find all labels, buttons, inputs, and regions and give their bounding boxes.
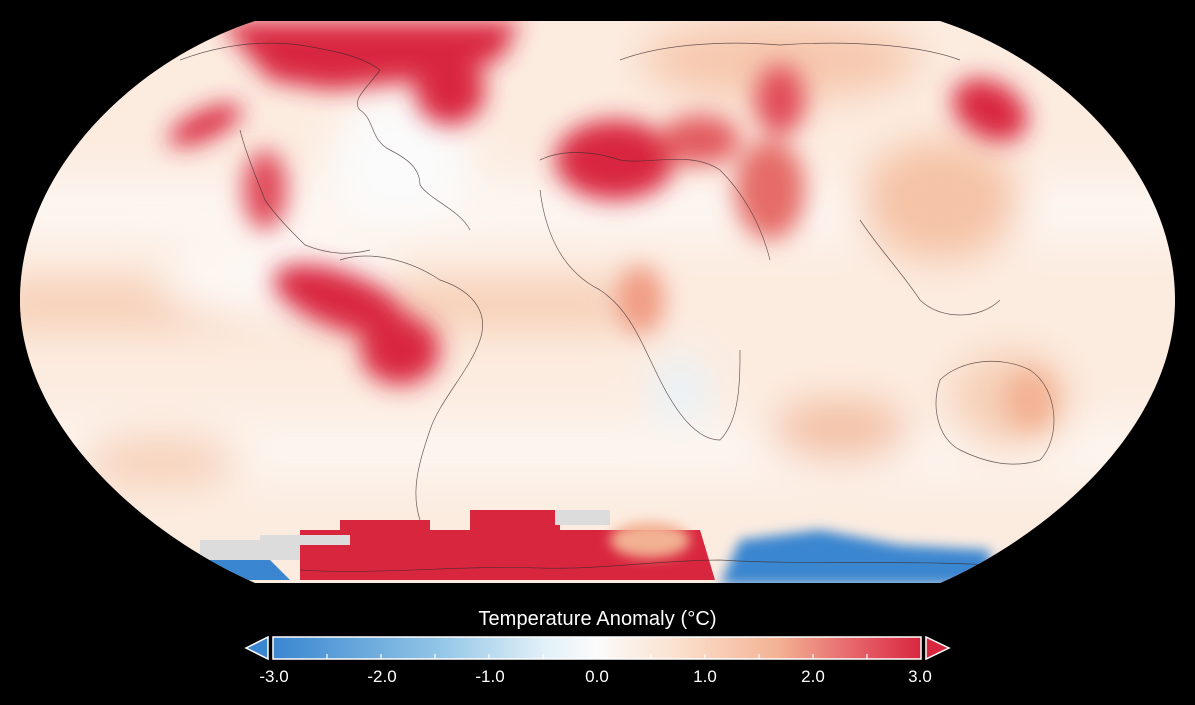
colorbar-tick-label: -2.0 xyxy=(367,667,397,686)
colorbar-extend-high-arrow xyxy=(925,636,951,661)
colorbar-tick-label: 0.0 xyxy=(585,667,609,686)
coastlines xyxy=(179,42,1055,572)
colorbar xyxy=(244,636,954,662)
temperature-anomaly-map xyxy=(20,21,1175,583)
colorbar-title: Temperature Anomaly (°C) xyxy=(478,608,717,630)
colorbar-tick-label: 2.0 xyxy=(801,667,825,686)
colorbar-extend-low-arrow xyxy=(244,636,269,661)
antarctic-strip xyxy=(200,510,990,583)
colorbar-tick-label: 1.0 xyxy=(693,667,717,686)
map-field xyxy=(20,21,1175,583)
colorbar-minor-ticks xyxy=(326,654,868,659)
colorbar-tick-label: -3.0 xyxy=(259,667,289,686)
colorbar-tick-label: 3.0 xyxy=(908,667,932,686)
colorbar-tick-label: -1.0 xyxy=(475,667,505,686)
